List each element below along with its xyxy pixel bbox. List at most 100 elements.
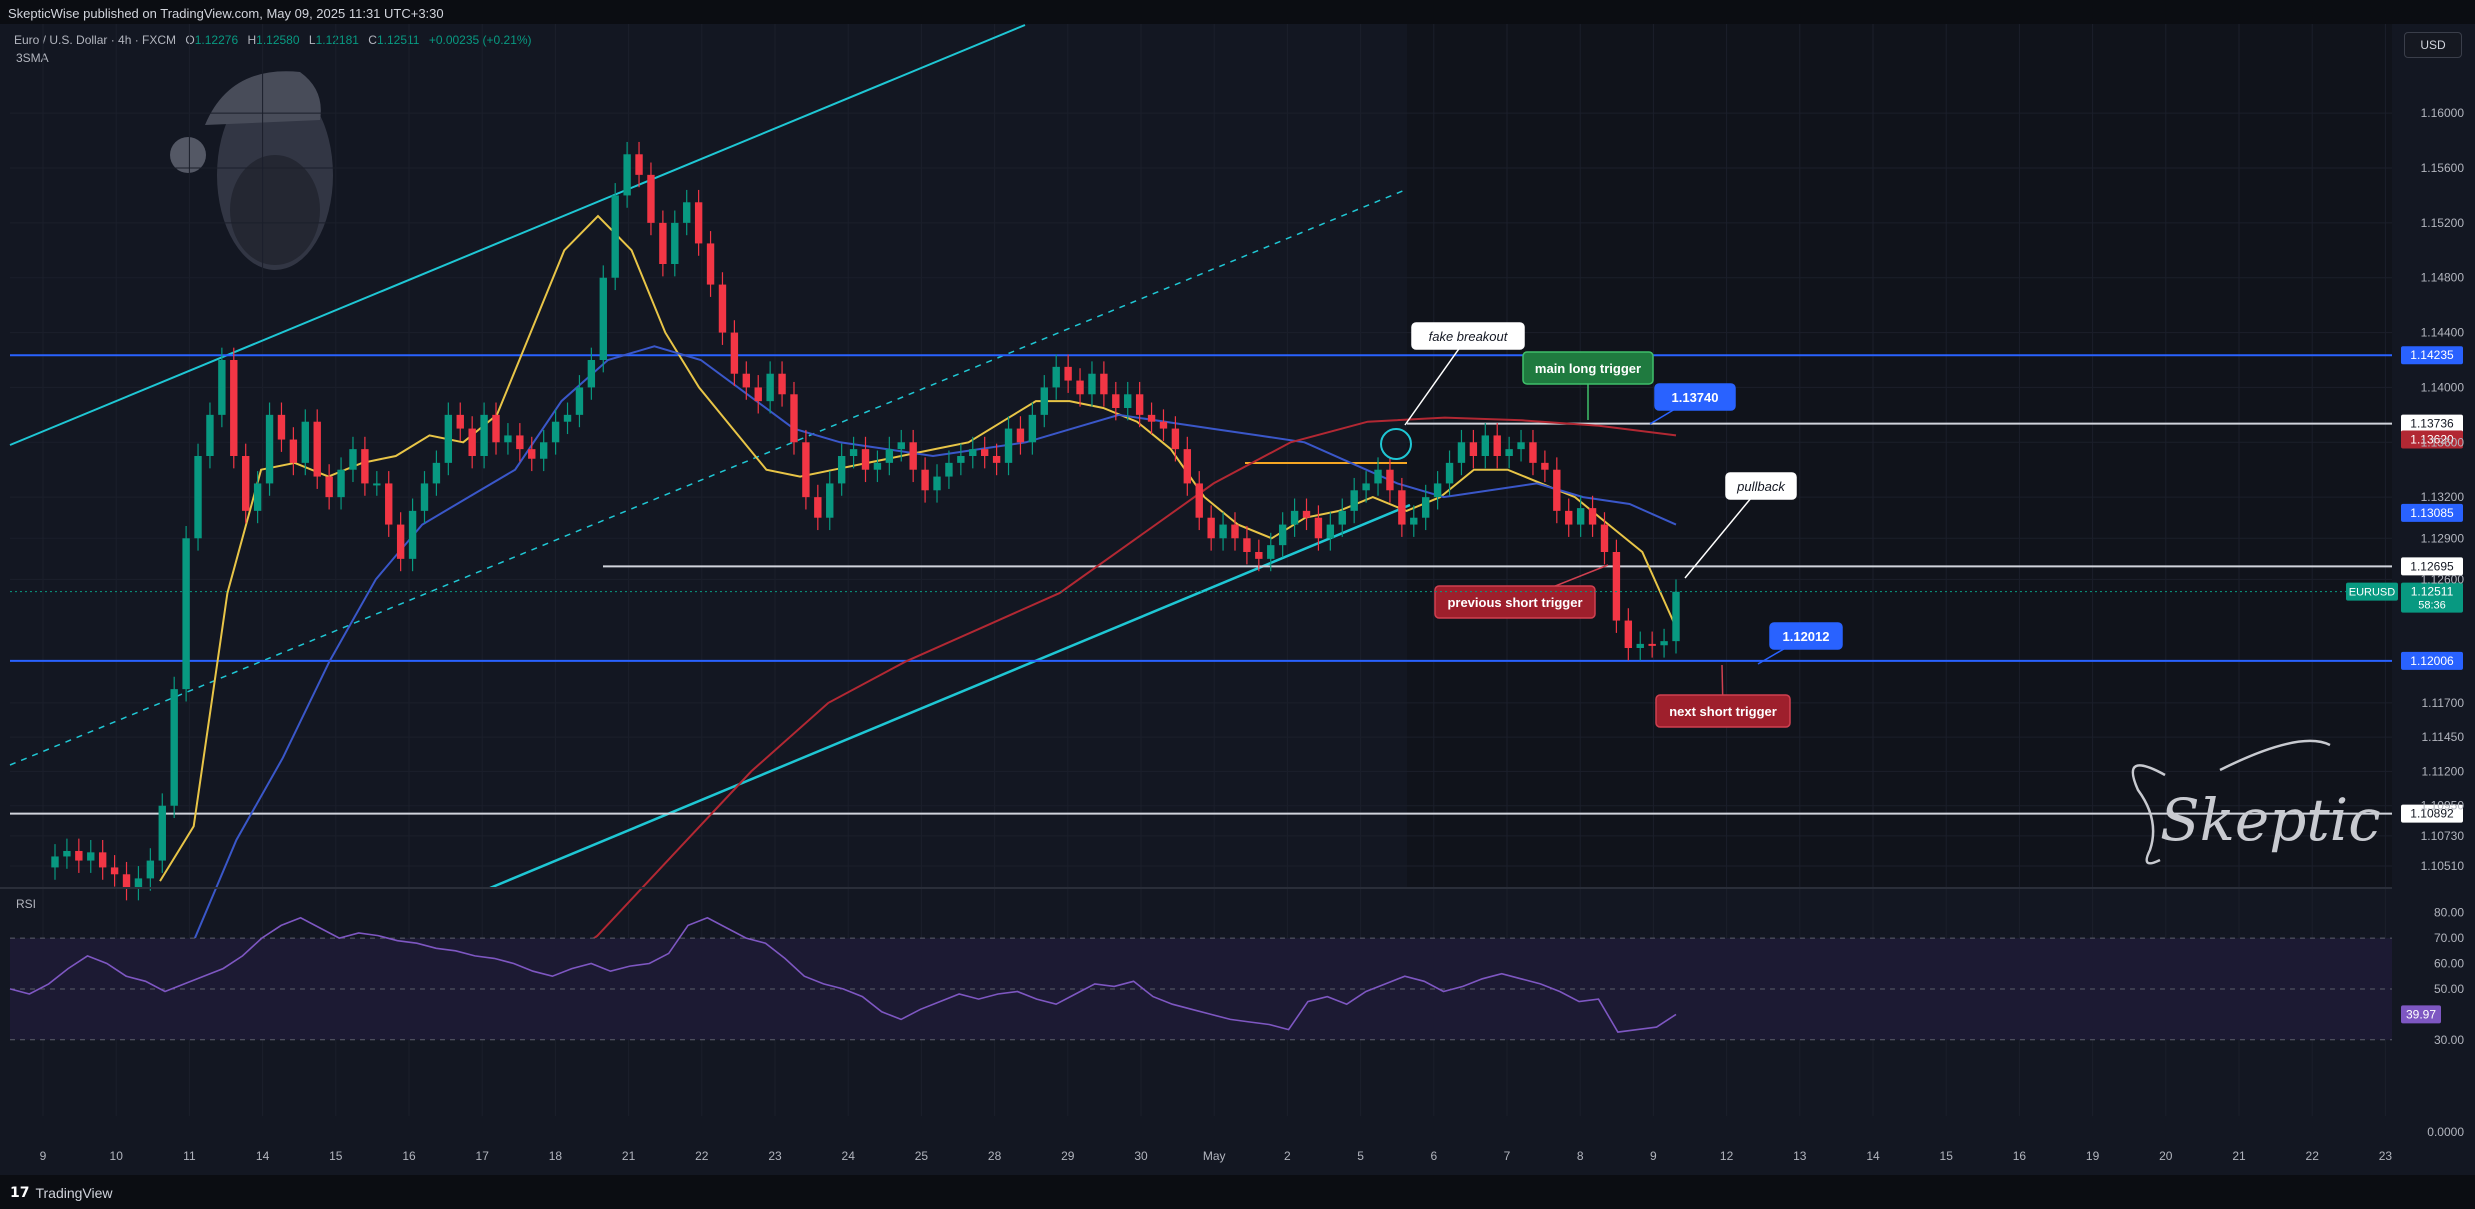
- candle-body: [885, 449, 894, 463]
- candle-body: [277, 414, 286, 440]
- candle-body: [1064, 366, 1072, 381]
- candle-body: [98, 852, 107, 868]
- annotation-text: fake breakout: [1429, 329, 1509, 344]
- price-tick-label: 1.13600: [2421, 435, 2465, 449]
- ohlc-h-label: H: [247, 33, 256, 47]
- candle-body: [1398, 490, 1406, 525]
- candle-body: [361, 449, 369, 484]
- time-tick-label: 14: [256, 1149, 270, 1163]
- price-tick-label: 1.11450: [2422, 730, 2465, 744]
- time-tick-label: 2: [1284, 1149, 1291, 1163]
- time-tick-label: 29: [1061, 1149, 1075, 1163]
- price-tick-label: 1.12600: [2421, 572, 2465, 586]
- indicator-label[interactable]: 3SMA: [16, 51, 49, 65]
- candle-body: [909, 442, 917, 470]
- candle-body: [1267, 545, 1275, 559]
- candle-body: [1588, 508, 1597, 525]
- candle-body: [718, 284, 727, 333]
- ohlc-change: +0.00235 (+0.21%): [429, 33, 532, 47]
- candle-body: [420, 483, 429, 511]
- annotation-box: [1411, 322, 1525, 350]
- candle-body: [1314, 517, 1323, 539]
- time-tick-label: 20: [2159, 1149, 2173, 1163]
- time-tick-label: 8: [1577, 1149, 1584, 1163]
- rsi-line: [9, 916, 1677, 1033]
- candle-body: [1612, 552, 1621, 621]
- candle-body: [1338, 510, 1346, 525]
- indicator-price-tag: [2401, 430, 2463, 449]
- annotations[interactable]: fake breakout main long trigger 1.13740 pul…: [10, 322, 2463, 728]
- footer-bar: [0, 1175, 2475, 1209]
- symbol-tag: [2346, 582, 2398, 601]
- candle-body: [242, 456, 250, 511]
- candle-body: [754, 387, 762, 402]
- candle-body: [730, 332, 739, 374]
- candle-body: [325, 476, 333, 498]
- tradingview-logo-icon: 17: [10, 1185, 30, 1201]
- channel-upper-line: [9, 24, 1026, 446]
- candle-body: [1219, 524, 1227, 539]
- candle-body: [623, 154, 631, 196]
- ohlc-l-label: L: [309, 33, 316, 47]
- candle-body: [253, 483, 262, 511]
- candle-body: [635, 154, 643, 175]
- candle-body: [611, 195, 619, 278]
- rsi-value-tag: [2401, 1005, 2441, 1024]
- annotation-text: 1.12012: [1783, 629, 1830, 644]
- candle-body: [992, 456, 1001, 463]
- time-tick-label: 7: [1504, 1149, 1511, 1163]
- candle-body: [444, 414, 453, 463]
- candle-body: [1529, 442, 1537, 463]
- publish-bar: SkepticWise published on TradingView.com…: [0, 0, 2475, 24]
- candle-body: [1576, 508, 1585, 525]
- candle-body: [1112, 394, 1120, 408]
- time-axis[interactable]: 9 10 11 14 15 16 17 18 21 22 23 24 25 28 29 30 May 2 5 6 7 8 9…: [40, 1149, 2393, 1163]
- ohlc-open: 1.12276: [195, 33, 239, 47]
- candle-body: [957, 456, 965, 463]
- horizontal-levels[interactable]: 1.14235 1.13736 1.12695 1.12006 1.10892 1.136…: [10, 346, 2463, 823]
- rsi-pane-label[interactable]: RSI: [16, 897, 36, 911]
- rsi-value-label: 39.97: [2406, 1007, 2436, 1021]
- candle-body: [1302, 510, 1311, 518]
- candle-body: [873, 462, 882, 470]
- candle-body: [647, 174, 655, 223]
- candle-body: [1600, 524, 1609, 552]
- candle-body: [492, 414, 500, 443]
- level-price-tag: [2401, 346, 2463, 365]
- time-tick-label: 23: [768, 1149, 782, 1163]
- ohlc-high: 1.12580: [256, 33, 300, 47]
- candle-body: [51, 856, 59, 868]
- price-axis[interactable]: 1.16000 1.15600 1.15200 1.14800 1.14400 1.140…: [2421, 106, 2465, 1139]
- candle-body: [790, 394, 798, 443]
- candle-body: [539, 442, 548, 459]
- candle-body: [1171, 428, 1180, 450]
- level-price-tag-label: 1.12006: [2410, 654, 2454, 668]
- time-tick-label: 24: [842, 1149, 856, 1163]
- level-price-tag: [2401, 651, 2463, 670]
- time-tick-label: 9: [40, 1149, 47, 1163]
- price-tick-label: 1.14000: [2421, 380, 2465, 394]
- annotation-box: [1522, 351, 1654, 385]
- candle-body: [1636, 643, 1644, 648]
- candle-body: [1207, 517, 1215, 539]
- candle-body: [1481, 435, 1489, 456]
- time-tick-label: 10: [110, 1149, 124, 1163]
- candle-body: [134, 878, 143, 888]
- price-tick-label: 1.11700: [2422, 696, 2465, 710]
- candle-body: [766, 373, 774, 402]
- candle-body: [289, 439, 298, 463]
- price-tick-label: 1.16000: [2421, 106, 2465, 120]
- price-grid: [10, 24, 2392, 1116]
- candle-body: [778, 373, 786, 395]
- time-tick-label: 28: [988, 1149, 1002, 1163]
- breakout-marker: [1380, 428, 1412, 460]
- time-tick-label: 22: [695, 1149, 709, 1163]
- candle-body: [373, 483, 381, 486]
- currency-button[interactable]: USD: [2404, 32, 2462, 58]
- candle-body: [456, 414, 464, 429]
- price-tick-label: 1.15600: [2421, 161, 2465, 175]
- candle-body: [1255, 552, 1263, 559]
- brand[interactable]: 17 TradingView: [10, 1185, 113, 1201]
- time-tick-label: 22: [2306, 1149, 2320, 1163]
